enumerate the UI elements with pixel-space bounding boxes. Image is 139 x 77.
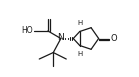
Text: H: H: [77, 20, 82, 26]
Text: H: H: [77, 51, 82, 57]
Text: HO: HO: [21, 26, 33, 35]
Text: O: O: [111, 34, 117, 43]
Text: N: N: [58, 33, 64, 42]
